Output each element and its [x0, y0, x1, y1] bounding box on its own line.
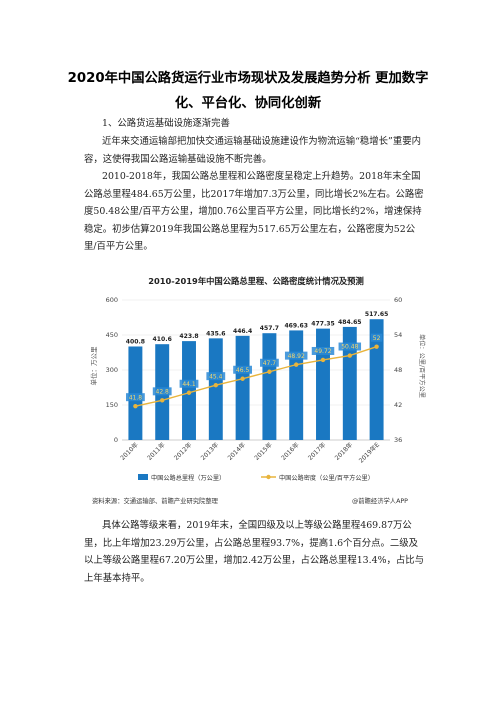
chart-right-axis: 36 42 48 54 60: [394, 296, 402, 444]
bar-data-label: 477.35: [311, 321, 335, 328]
x-tick-label: 2010年: [119, 441, 140, 462]
density-point: [294, 362, 299, 367]
chart-y-axis-label: 单位：万公里: [89, 346, 98, 386]
density-point: [267, 369, 272, 374]
chart-density-line: 41.8 42.8 44.1 45.4 46.5 47.7 48.92 49.72 50.48 5…: [126, 333, 383, 409]
density-label-bg: [206, 372, 226, 381]
y-tick-label: 0: [114, 436, 118, 444]
chart-left-axis: 0 150 300 450 600: [106, 296, 118, 444]
paragraph-1-text: 近年来交通运输部把加快交通运输基础设施建设作为物流运输“稳增长”重要内容，这使得…: [84, 136, 421, 165]
x-tick-label: 2017年: [306, 441, 327, 462]
bar-data-label: 435.6: [206, 330, 225, 337]
bar: [369, 319, 384, 440]
app-note: @前瞻经济学人APP: [352, 498, 408, 505]
legend-label-mileage: 中国公路总里程（万公里）: [151, 474, 225, 482]
density-data-label: 45.4: [209, 373, 223, 380]
x-tick-label: 2014年: [226, 441, 247, 462]
x-tick-label: 2018年: [333, 441, 354, 462]
x-tick-label: 2013年: [199, 441, 220, 462]
section-heading: 1、公路货运基础设施逐渐完善: [84, 115, 424, 133]
chart-y2-axis-label: 单位：公里/百平方公里: [418, 334, 426, 398]
density-data-label: 47.7: [263, 360, 277, 367]
density-point: [320, 357, 326, 363]
bar-data-label: 484.65: [338, 319, 362, 326]
bar: [289, 330, 304, 440]
density-point: [374, 344, 379, 349]
bar: [316, 328, 330, 440]
density-label-bg: [370, 333, 383, 342]
y-tick-label: 450: [106, 331, 118, 339]
y2-tick-label: 48: [394, 366, 402, 374]
paragraph-2: 2010-2018年，我国公路总里程和公路密度呈稳定上升趋势。2018年末全国公…: [84, 168, 424, 256]
bar-data-label: 400.8: [126, 338, 145, 345]
density-label-bg: [152, 387, 172, 396]
bar-data-label: 457.7: [260, 325, 279, 332]
density-data-label: 44.1: [182, 381, 196, 388]
x-tick-label: 2015年: [253, 441, 274, 462]
density-label-bg: [338, 342, 362, 351]
y2-tick-label: 60: [394, 296, 402, 304]
source-note: 资料来源：交通运输部、前瞻产业研究院整理: [92, 498, 218, 505]
paragraph-1: 近年来交通运输部把加快交通运输基础设施建设作为物流运输“稳增长”重要内容，这使得…: [84, 133, 424, 168]
x-tick-label: 2016年: [279, 441, 300, 462]
density-data-label: 49.72: [314, 348, 331, 355]
density-point: [347, 353, 352, 358]
paragraph-3: 具体公路等级来看，2019年末，全国四级及以上等级公路里程469.87万公里，比…: [84, 517, 424, 587]
density-data-label: 50.48: [341, 344, 358, 351]
density-data-label: 41.8: [129, 394, 143, 401]
bar: [208, 338, 223, 440]
density-data-label: 46.5: [236, 367, 250, 374]
x-tick-label: 2011年: [145, 441, 166, 462]
y2-tick-label: 42: [394, 401, 402, 409]
x-tick-label: 2012年: [172, 441, 193, 462]
bar-data-label: 517.65: [365, 311, 389, 318]
density-point: [186, 390, 192, 395]
legend-label-density: 中国公路密度（公里/百平方公里）: [279, 474, 374, 482]
density-line-path: [135, 346, 377, 407]
density-label-bg: [179, 379, 199, 388]
paragraph-2-text: 2010-2018年，我国公路总里程和公路密度呈稳定上升趋势。2018年末全国公…: [84, 171, 424, 253]
y-tick-label: 300: [106, 366, 118, 374]
bar: [262, 333, 277, 440]
density-point: [240, 376, 245, 381]
y2-tick-label: 54: [394, 331, 402, 339]
chart-legend: 中国公路总里程（万公里） 中国公路密度（公里/百平方公里）: [138, 474, 374, 482]
bar: [235, 335, 250, 440]
legend-marker-density: [266, 474, 271, 480]
bar: [342, 326, 357, 440]
density-point: [160, 398, 165, 403]
legend-swatch-mileage: [138, 474, 148, 480]
density-label-bg: [126, 393, 145, 402]
density-data-label: 52: [373, 335, 381, 342]
y-tick-label: 150: [106, 401, 118, 409]
bar-data-label: 410.6: [153, 336, 172, 343]
page-title: 2020年中国公路货运行业市场现状及发展趋势分析 更加数字化、平台化、协同化创新: [67, 71, 429, 111]
chart-x-tick-labels: 2010年 2011年 2012年 2013年 2014年 2015年 2016年 2017年…: [119, 441, 381, 465]
density-data-label: 48.92: [288, 353, 305, 360]
density-label-bg: [233, 365, 252, 374]
density-point: [213, 382, 218, 388]
chart-title: 2010-2019年中国公路总里程、公路密度统计情况及预测: [148, 276, 364, 286]
y-tick-label: 600: [106, 296, 118, 304]
bar-data-label: 469.63: [284, 322, 308, 329]
paragraph-3-text: 具体公路等级来看，2019年末，全国四级及以上等级公路里程469.87万公里，比…: [84, 520, 424, 584]
density-label-bg: [284, 351, 308, 360]
density-point: [133, 403, 138, 409]
road-mileage-chart: 2010-2019年中国公路总里程、公路密度统计情况及预测 0 150 300 450…: [89, 276, 426, 482]
bar-data-label: 446.4: [233, 328, 252, 335]
x-tick-label: 2019年E: [357, 441, 381, 465]
density-label-bg: [311, 346, 335, 355]
density-data-label: 42.8: [156, 389, 170, 396]
section-heading-text: 1、公路货运基础设施逐渐完善: [102, 118, 230, 129]
density-label-bg: [260, 358, 279, 367]
bar-data-label: 423.8: [179, 333, 198, 340]
y2-tick-label: 36: [394, 436, 402, 444]
